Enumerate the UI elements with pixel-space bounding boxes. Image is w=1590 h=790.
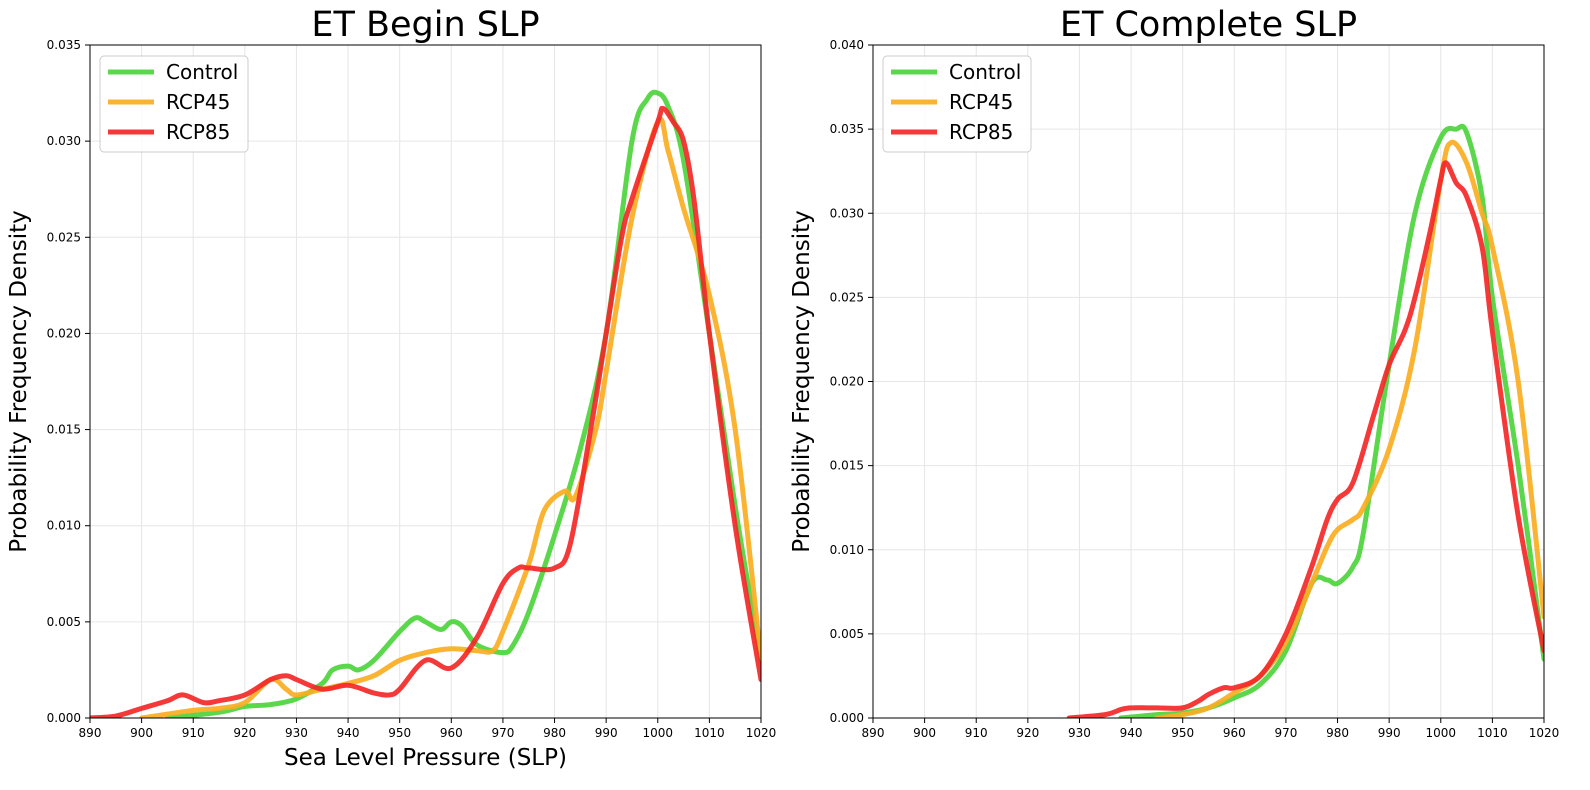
y-tick-label: 0.005	[830, 627, 864, 641]
y-tick-label: 0.010	[830, 543, 864, 557]
y-tick-label: 0.035	[47, 38, 81, 52]
legend: Control RCP45 RCP85	[99, 55, 249, 153]
y-tick-label: 0.020	[830, 375, 864, 389]
x-tick-label: 1020	[1529, 726, 1560, 740]
y-tick-label: 0.015	[47, 423, 81, 437]
y-tick-label: 0.000	[830, 711, 864, 725]
x-tick-label: 960	[1223, 726, 1246, 740]
legend-label-rcp45: RCP45	[949, 90, 1013, 114]
series-group	[1066, 123, 1544, 718]
x-tick-label: 950	[1171, 726, 1194, 740]
legend-box	[99, 55, 249, 153]
x-tick-label: 910	[965, 726, 988, 740]
x-tick-label: 940	[337, 726, 360, 740]
x-tick-label: 960	[440, 726, 463, 740]
series-line-control	[1118, 123, 1544, 718]
x-tick-label: 890	[79, 726, 102, 740]
y-tick-label: 0.030	[830, 206, 864, 220]
series-group	[90, 89, 761, 718]
legend-label-control: Control	[949, 60, 1021, 84]
x-tick-label: 890	[862, 726, 885, 740]
x-tick-label: 950	[388, 726, 411, 740]
legend-box	[882, 55, 1032, 153]
chart-title: ET Complete SLP	[1060, 5, 1357, 45]
series-line-rcp45	[1154, 139, 1544, 718]
y-tick-label: 0.015	[830, 459, 864, 473]
y-tick-label: 0.025	[830, 290, 864, 304]
x-tick-label: 940	[1120, 726, 1143, 740]
y-tick-label: 0.020	[47, 326, 81, 340]
x-tick-label: 970	[491, 726, 514, 740]
y-axis-label: Probability Frequency Density	[789, 210, 815, 552]
y-tick-label: 0.025	[47, 230, 81, 244]
series-line-control	[164, 89, 761, 718]
y-tick-label: 0.030	[47, 134, 81, 148]
x-tick-label: 1000	[642, 726, 673, 740]
x-tick-label: 910	[182, 726, 205, 740]
legend-label-rcp85: RCP85	[949, 120, 1013, 144]
x-tick-label: 1010	[694, 726, 725, 740]
series-line-rcp85	[1066, 160, 1544, 718]
legend-label-rcp45: RCP45	[166, 90, 230, 114]
legend-label-control: Control	[166, 60, 238, 84]
y-tick-label: 0.010	[47, 519, 81, 533]
legend-label-rcp85: RCP85	[166, 120, 230, 144]
x-tick-label: 930	[1068, 726, 1091, 740]
x-tick-label: 930	[285, 726, 308, 740]
x-tick-label: 980	[543, 726, 566, 740]
legend: Control RCP45 RCP85	[882, 55, 1032, 153]
y-tick-label: 0.040	[830, 38, 864, 52]
x-axis-label: Sea Level Pressure (SLP)	[284, 745, 567, 771]
y-tick-label: 0.035	[830, 122, 864, 136]
x-tick-label: 900	[913, 726, 936, 740]
x-tick-label: 970	[1274, 726, 1297, 740]
x-tick-label: 900	[130, 726, 153, 740]
x-tick-label: 980	[1326, 726, 1349, 740]
chart-panel-1: 890 900 910 920 930 940 950 960 970 980 990 1000 101…	[6, 5, 776, 771]
x-tick-label: 920	[1016, 726, 1039, 740]
x-tick-label: 920	[233, 726, 256, 740]
x-tick-label: 1020	[746, 726, 777, 740]
x-tick-label: 990	[595, 726, 618, 740]
y-axis-label: Probability Frequency Density	[6, 210, 32, 552]
chart-title: ET Begin SLP	[311, 5, 539, 45]
x-tick-label: 1010	[1477, 726, 1508, 740]
plot-frame	[89, 44, 762, 719]
y-tick-label: 0.000	[47, 711, 81, 725]
x-tick-label: 990	[1378, 726, 1401, 740]
x-tick-label: 1000	[1425, 726, 1456, 740]
y-tick-label: 0.005	[47, 615, 81, 629]
chart-panel-2: 890 900 910 920 930 940 950 960 970 980 990 1000 101…	[789, 5, 1559, 740]
series-line-rcp85	[90, 105, 761, 718]
